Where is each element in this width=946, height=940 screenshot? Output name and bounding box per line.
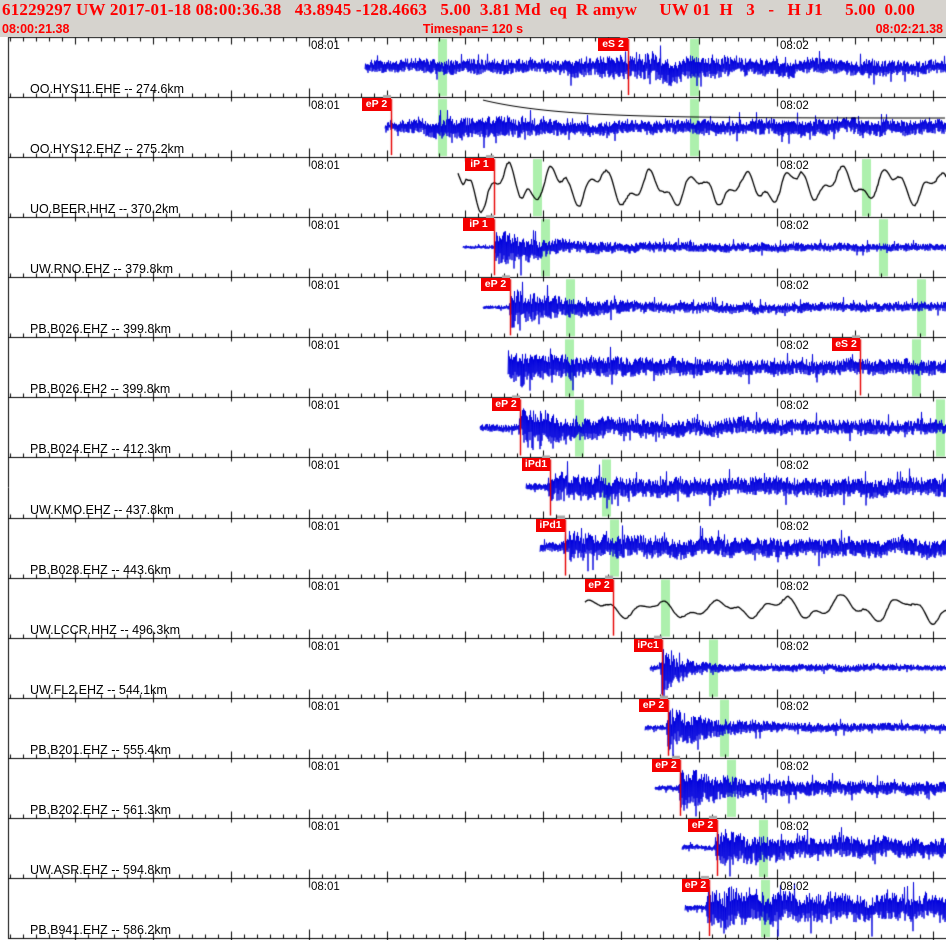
- time-tick-label: 08:01: [311, 220, 340, 233]
- time-tick-label: 08:02: [780, 460, 809, 473]
- station-label: PB.B202.EHZ -- 561.3km: [30, 802, 172, 817]
- phase-pick-flag[interactable]: iPd1: [522, 458, 550, 472]
- phase-pick-flag[interactable]: eP 2: [688, 818, 717, 832]
- station-label: UW.LCCR.HHZ -- 496.3km: [30, 622, 181, 637]
- time-tick-label: 08:01: [311, 160, 340, 173]
- time-tick-label: 08:02: [780, 520, 809, 533]
- phase-pick-flag[interactable]: eP 2: [362, 98, 391, 112]
- station-label: PB.B026.EH2 -- 399.8km: [30, 382, 171, 397]
- time-tick-label: 08:01: [311, 100, 340, 113]
- phase-pick-flag[interactable]: eS 2: [598, 38, 628, 51]
- phase-pick-flag[interactable]: iPd1: [536, 518, 565, 532]
- station-label: PB.B024.EHZ -- 412.3km: [30, 442, 172, 457]
- phase-pick-flag[interactable]: eP 2: [639, 698, 668, 712]
- time-tick-label: 08:02: [780, 700, 809, 713]
- time-tick-label: 08:02: [780, 580, 809, 593]
- time-tick-label: 08:02: [780, 280, 809, 293]
- time-tick-label: 08:01: [311, 40, 340, 52]
- time-tick-label: 08:01: [311, 400, 340, 413]
- phase-pick-flag[interactable]: eP 2: [682, 878, 709, 892]
- time-tick-label: 08:01: [311, 820, 340, 833]
- phase-pick-flag[interactable]: eP 2: [492, 398, 520, 412]
- time-tick-label: 08:02: [780, 760, 809, 773]
- station-label: PB.B026.EHZ -- 399.8km: [30, 322, 172, 337]
- station-label: OO.HYS12.EHZ -- 275.2km: [30, 142, 185, 157]
- phase-pick-flag[interactable]: eP 2: [652, 758, 680, 772]
- time-tick-label: 08:01: [311, 700, 340, 713]
- phase-pick-flag[interactable]: eS 2: [832, 338, 860, 352]
- station-label: PB.B941.EHZ -- 586.2km: [30, 923, 172, 937]
- event-header: 61229297 UW 2017-01-18 08:00:36.38 43.89…: [0, 0, 946, 37]
- station-label: UW.KMO.EHZ -- 437.8km: [30, 502, 174, 517]
- window-start-time: 08:00:21.38: [2, 22, 70, 36]
- station-label: UO.BEER.HHZ -- 370.2km: [30, 202, 179, 217]
- time-tick-label: 08:01: [311, 460, 340, 473]
- phase-pick-flag[interactable]: eP 2: [585, 578, 613, 592]
- time-tick-label: 08:02: [780, 820, 809, 833]
- station-label: PB.B201.EHZ -- 555.4km: [30, 742, 172, 757]
- time-tick-label: 08:02: [780, 160, 809, 173]
- timespan-label: Timespan= 120 s: [422, 22, 524, 36]
- time-tick-label: 08:02: [780, 640, 809, 653]
- station-label: UW.ASR.EHZ -- 594.8km: [30, 862, 171, 877]
- time-tick-label: 08:01: [311, 280, 340, 293]
- event-summary-line: 61229297 UW 2017-01-18 08:00:36.38 43.89…: [2, 0, 916, 19]
- window-end-time: 08:02:21.38: [875, 22, 943, 36]
- time-tick-label: 08:02: [780, 100, 809, 113]
- station-label: PB.B028.EHZ -- 443.6km: [30, 562, 172, 577]
- phase-pick-flag[interactable]: iP 1: [465, 158, 494, 172]
- time-tick-label: 08:01: [311, 520, 340, 533]
- time-tick-label: 08:02: [780, 340, 809, 353]
- phase-pick-flag[interactable]: iP 1: [463, 218, 494, 232]
- time-tick-label: 08:02: [780, 220, 809, 233]
- station-label: UW.FL2.EHZ -- 544.1km: [30, 682, 167, 697]
- time-tick-label: 08:01: [311, 640, 340, 653]
- time-tick-label: 08:01: [311, 880, 340, 893]
- phase-pick-flag[interactable]: iPc1: [634, 638, 662, 652]
- time-tick-label: 08:02: [780, 40, 809, 52]
- time-tick-label: 08:02: [780, 880, 809, 893]
- time-tick-label: 08:01: [311, 580, 340, 593]
- time-tick-label: 08:01: [311, 760, 340, 773]
- time-tick-label: 08:01: [311, 340, 340, 353]
- phase-pick-flag[interactable]: eP 2: [481, 278, 510, 292]
- station-label: OO.HYS11.EHE -- 274.6km: [30, 82, 184, 97]
- station-label: UW.RNO.EHZ -- 379.8km: [30, 262, 174, 277]
- time-tick-label: 08:02: [780, 400, 809, 413]
